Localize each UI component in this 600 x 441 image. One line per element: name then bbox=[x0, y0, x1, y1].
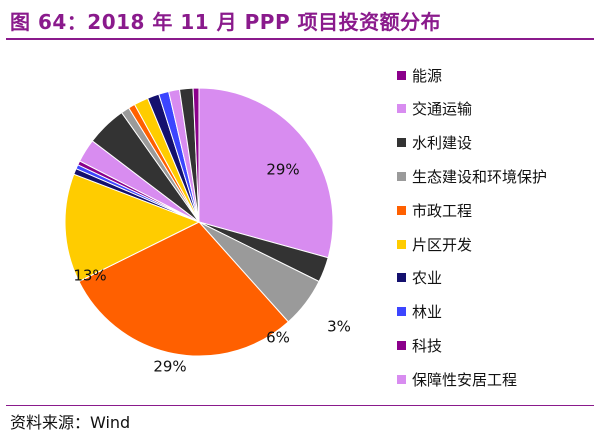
legend-item: 水利建设 bbox=[397, 132, 472, 154]
legend-swatch bbox=[397, 205, 406, 215]
legend-swatch bbox=[397, 273, 406, 283]
legend-swatch bbox=[397, 104, 406, 114]
slice-label: 3% bbox=[327, 318, 351, 336]
slice-label: 13% bbox=[73, 267, 106, 285]
pie-slice bbox=[64, 173, 201, 283]
legend-swatch bbox=[397, 171, 406, 181]
legend-item: 林业 bbox=[397, 301, 442, 323]
slice-label: 29% bbox=[153, 358, 186, 376]
pie-slice bbox=[198, 87, 334, 259]
legend-item: 农业 bbox=[397, 267, 442, 289]
legend-item: 交通运输 bbox=[397, 98, 472, 120]
legend-swatch bbox=[397, 340, 406, 350]
legend-label: 农业 bbox=[412, 269, 443, 288]
slice-label: 29% bbox=[266, 161, 299, 179]
source-note: 资料来源：Wind bbox=[10, 413, 131, 432]
legend-swatch bbox=[397, 70, 406, 80]
pie-labels: 29% 3% 6% 29% 13% bbox=[73, 161, 351, 376]
legend-swatch bbox=[397, 138, 406, 148]
legend-label: 林业 bbox=[412, 303, 443, 322]
legend-item: 市政工程 bbox=[397, 199, 472, 221]
legend-item: 保障性安居工程 bbox=[397, 368, 517, 390]
source-divider bbox=[6, 405, 594, 406]
legend-item: 片区开发 bbox=[397, 233, 472, 255]
legend-swatch bbox=[397, 239, 406, 249]
pie-slice bbox=[192, 87, 200, 223]
pie-slice bbox=[78, 221, 290, 357]
title-divider bbox=[6, 38, 594, 40]
legend-label: 科技 bbox=[412, 336, 443, 355]
slice-label: 6% bbox=[266, 329, 290, 347]
legend-label: 生态建设和环境保护 bbox=[412, 167, 548, 186]
legend-label: 片区开发 bbox=[412, 235, 473, 254]
legend-swatch bbox=[397, 374, 406, 384]
legend-label: 市政工程 bbox=[412, 201, 473, 220]
pie-slices bbox=[64, 87, 334, 357]
legend-item: 能源 bbox=[397, 64, 442, 86]
legend-item: 科技 bbox=[397, 334, 442, 356]
legend-swatch bbox=[397, 307, 406, 317]
legend-label: 交通运输 bbox=[412, 100, 473, 119]
page-title: 图 64：2018 年 11 月 PPP 项目投资额分布 bbox=[10, 10, 442, 34]
pie-chart: 29% 3% 6% 29% 13% bbox=[64, 87, 351, 376]
legend-label: 保障性安居工程 bbox=[412, 370, 518, 389]
legend-label: 能源 bbox=[412, 66, 443, 85]
legend-item: 生态建设和环境保护 bbox=[397, 165, 547, 187]
legend-label: 水利建设 bbox=[412, 134, 473, 153]
